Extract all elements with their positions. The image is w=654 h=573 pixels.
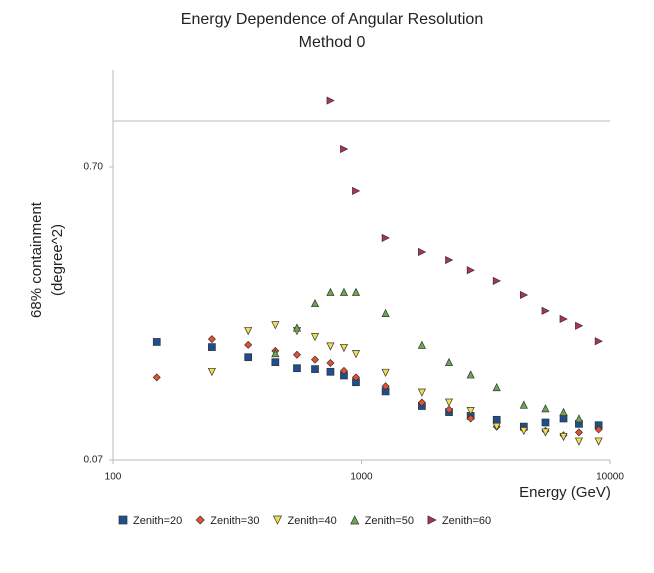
point [519, 400, 528, 409]
point [594, 437, 603, 446]
point [541, 404, 550, 413]
point [381, 308, 390, 317]
y-axis-label: (degree^2) [49, 224, 66, 296]
point [519, 290, 529, 300]
point [244, 353, 253, 362]
point [519, 427, 528, 436]
chart-title: Energy Dependence of Angular Resolution [181, 11, 483, 28]
point [293, 364, 301, 373]
point [574, 428, 583, 437]
point [466, 414, 475, 423]
point [381, 233, 390, 242]
point [445, 255, 454, 265]
point [244, 327, 253, 336]
legend-label: Zenith=40 [287, 515, 336, 527]
point [559, 407, 568, 416]
point [339, 343, 349, 353]
point [310, 333, 320, 342]
y-axis-label: 68% containment [28, 201, 45, 318]
point [559, 314, 568, 324]
point [381, 368, 390, 377]
point [492, 415, 501, 424]
point [492, 382, 501, 392]
point [466, 407, 475, 416]
point [271, 348, 280, 358]
point [326, 287, 335, 296]
point [326, 96, 335, 105]
point [326, 342, 335, 351]
point [351, 350, 361, 359]
point [418, 247, 427, 257]
point [381, 382, 390, 391]
point [292, 323, 302, 332]
point [152, 373, 161, 382]
point [594, 425, 603, 434]
x-tick-label: 10000 [596, 472, 624, 483]
point [207, 367, 216, 377]
point [559, 414, 568, 423]
point [445, 405, 454, 414]
x-tick-label: 1000 [350, 472, 373, 483]
point [326, 367, 335, 376]
point [311, 365, 319, 373]
point [575, 321, 584, 330]
point [340, 144, 349, 154]
point [444, 357, 454, 367]
legend-marker [195, 515, 205, 525]
point [417, 398, 426, 407]
point [271, 358, 280, 367]
point [594, 337, 603, 346]
point [351, 287, 361, 296]
point [311, 355, 320, 364]
chart-subtitle: Method 0 [299, 34, 366, 51]
y-tick-label: 0.70 [84, 162, 104, 173]
legend-label: Zenith=60 [442, 515, 491, 527]
legend-label: Zenith=30 [210, 515, 259, 527]
point [271, 321, 280, 330]
point [152, 338, 161, 346]
point [208, 343, 216, 351]
point [466, 370, 475, 379]
legend-marker [118, 515, 128, 525]
point [466, 266, 475, 275]
point [326, 359, 335, 368]
point [541, 428, 550, 437]
legend-marker [272, 515, 283, 525]
point [574, 437, 584, 446]
point [574, 414, 584, 423]
point [207, 335, 216, 344]
legend-label: Zenith=20 [133, 515, 182, 527]
point [339, 366, 348, 375]
point [417, 388, 426, 397]
point [292, 350, 301, 359]
point [444, 398, 454, 407]
point [339, 287, 349, 296]
point [541, 418, 550, 427]
legend-marker [427, 515, 437, 525]
point [541, 306, 550, 315]
point [351, 373, 360, 382]
legend-marker [350, 515, 360, 525]
point [352, 186, 361, 195]
point [492, 422, 501, 431]
point [244, 340, 253, 349]
x-axis-label: Energy (GeV) [519, 484, 611, 501]
point [310, 298, 320, 308]
x-tick-label: 100 [105, 472, 122, 483]
point [492, 276, 501, 285]
point [559, 432, 568, 442]
point [417, 340, 426, 349]
y-tick-label: 0.07 [84, 455, 104, 466]
legend-label: Zenith=50 [365, 515, 414, 527]
